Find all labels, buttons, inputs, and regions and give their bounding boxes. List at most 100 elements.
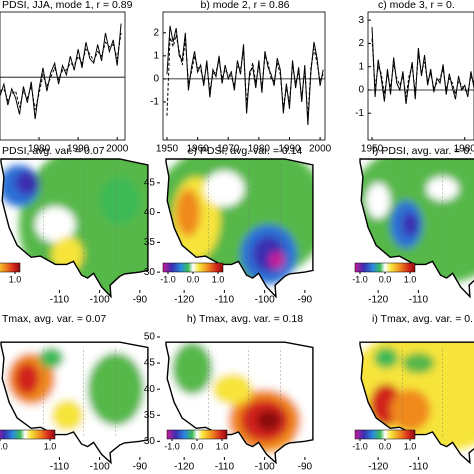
map-blob bbox=[256, 410, 281, 431]
plot-frame bbox=[367, 11, 474, 141]
map-field bbox=[360, 159, 474, 297]
y-tick-label: 45 bbox=[144, 358, 156, 369]
x-tick-label: -100 bbox=[90, 462, 110, 473]
map-field bbox=[1, 159, 148, 297]
map-blob bbox=[212, 373, 253, 405]
x-tick-label: -110 bbox=[215, 462, 235, 473]
x-tick-label: -120 bbox=[174, 295, 194, 306]
map-blob bbox=[15, 363, 40, 395]
map-blob bbox=[374, 347, 399, 369]
y-tick-label: 30 bbox=[144, 267, 156, 278]
plot-frame bbox=[0, 11, 126, 141]
map-blob bbox=[268, 251, 285, 270]
map-blobs bbox=[166, 159, 313, 285]
colorbar-label: 1.0 bbox=[9, 274, 22, 284]
x-tick-label: -110 bbox=[409, 462, 429, 473]
x-tick-label: -110 bbox=[50, 295, 70, 306]
colorbar bbox=[0, 429, 56, 440]
map-field bbox=[166, 342, 313, 463]
x-tick-label: 1960 bbox=[186, 144, 209, 155]
colorbar bbox=[162, 262, 224, 273]
x-tick-label: -110 bbox=[50, 462, 70, 473]
x-tick-label: -100 bbox=[255, 295, 275, 306]
colorbar-label: 1.0 bbox=[216, 441, 229, 451]
map-blob bbox=[390, 389, 431, 431]
colorbar-label: 0.0 bbox=[187, 274, 200, 284]
map-blob bbox=[39, 347, 64, 369]
colorbar-label: 1.0 bbox=[44, 441, 57, 451]
y-tick-label: 1 bbox=[358, 61, 364, 72]
map-blob bbox=[35, 206, 76, 243]
series-line bbox=[371, 38, 474, 98]
series-line bbox=[0, 23, 122, 120]
colorbar-label: 0.0 bbox=[379, 274, 392, 284]
y-tick-label: 2 bbox=[358, 38, 364, 49]
map-outline bbox=[0, 341, 149, 465]
x-tick-label: 1990 bbox=[278, 144, 301, 155]
map-blob bbox=[99, 176, 140, 225]
y-tick-label: -1 bbox=[355, 108, 364, 119]
map-blob bbox=[51, 399, 84, 431]
map-blob bbox=[366, 182, 391, 219]
map-blob bbox=[87, 352, 144, 426]
colorbar bbox=[0, 262, 21, 273]
colorbar-label: 0.0 bbox=[379, 441, 392, 451]
panel-title: Tmax, avg. var. = 0.07 bbox=[2, 313, 106, 325]
y-tick-label: 30 bbox=[144, 436, 156, 447]
map-blobs bbox=[360, 342, 474, 452]
y-tick-label: 0 bbox=[358, 85, 364, 96]
x-tick-label: -90 bbox=[298, 295, 313, 306]
colorbar-label: 0.0 bbox=[191, 441, 204, 451]
panel-title: e) PDSI, avg. var. = 0.14 bbox=[188, 145, 303, 157]
map-field bbox=[166, 159, 313, 297]
x-tick-label: -100 bbox=[255, 462, 275, 473]
x-tick-label: -90 bbox=[298, 462, 313, 473]
x-tick-label: -100 bbox=[90, 295, 110, 306]
y-tick-label: 40 bbox=[144, 207, 156, 218]
x-tick-label: 1990 bbox=[67, 144, 90, 155]
x-tick-label: 2000 bbox=[309, 144, 332, 155]
colorbar-label: -1.0 bbox=[352, 274, 368, 284]
x-tick-label: -90 bbox=[133, 295, 148, 306]
colorbar-label: -1.0 bbox=[160, 274, 176, 284]
map-blobs bbox=[360, 159, 474, 285]
y-tick-label: 3 bbox=[358, 15, 364, 26]
map-field bbox=[360, 342, 474, 463]
x-tick-label: 2000 bbox=[106, 144, 129, 155]
map-outline bbox=[0, 158, 149, 299]
y-tick-label: 40 bbox=[144, 384, 156, 395]
map-blob bbox=[172, 342, 213, 395]
series-group bbox=[166, 25, 324, 126]
colorbar-label: 1.0 bbox=[212, 274, 225, 284]
map-outline bbox=[165, 158, 314, 299]
panel-title: h) Tmax, avg. var. = 0.18 bbox=[187, 313, 303, 325]
panel-title: f) PDSI, avg. var. = 0. bbox=[372, 145, 472, 157]
map-blob bbox=[360, 159, 474, 285]
map-blobs bbox=[166, 342, 313, 452]
colorbar bbox=[354, 262, 416, 273]
y-tick-label: -1 bbox=[150, 97, 159, 108]
x-tick-label: -110 bbox=[215, 295, 235, 306]
panel-title: PDSI, avg. var. = 0.07 bbox=[2, 145, 105, 157]
map-blob bbox=[402, 212, 419, 237]
map-blob bbox=[204, 170, 245, 207]
colorbar-label: -1.0 bbox=[164, 441, 180, 451]
y-tick-label: 35 bbox=[144, 410, 156, 421]
x-tick-label: 1950 bbox=[361, 144, 384, 155]
y-tick-label: 35 bbox=[144, 237, 156, 248]
series-group bbox=[0, 23, 122, 120]
y-tick-label: 45 bbox=[144, 177, 156, 188]
x-tick-label: -110 bbox=[409, 295, 429, 306]
series-line bbox=[166, 34, 324, 119]
plot-frame bbox=[162, 11, 326, 141]
y-tick-label: 1 bbox=[153, 50, 159, 61]
map-field bbox=[1, 342, 148, 463]
series-group bbox=[371, 27, 474, 104]
colorbar-label: 1.0 bbox=[404, 274, 417, 284]
map-blob bbox=[402, 352, 435, 374]
x-tick-label: 1980 bbox=[28, 144, 51, 155]
x-tick-label: 1970 bbox=[217, 144, 240, 155]
y-tick-label: 50 bbox=[144, 332, 156, 343]
x-tick-label: 1980 bbox=[248, 144, 271, 155]
